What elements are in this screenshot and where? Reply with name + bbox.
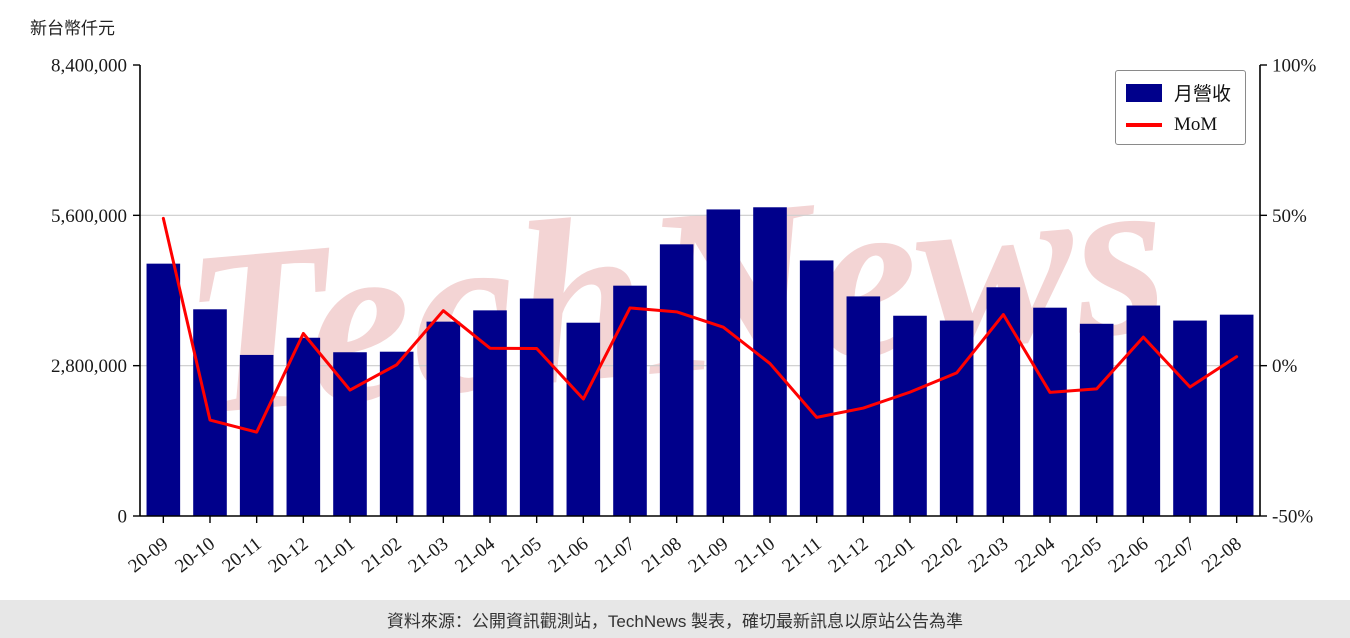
bar-21-09: [706, 209, 741, 517]
x-tick-label: 21-03: [405, 533, 453, 577]
x-tick-label: 22-08: [1198, 533, 1246, 577]
x-tick-label: 21-10: [731, 533, 779, 577]
bar-21-01: [333, 352, 367, 516]
bar-21-07: [613, 285, 647, 516]
x-tick-label: 22-05: [1058, 533, 1106, 577]
x-tick-label: 21-08: [638, 533, 686, 577]
x-tick-label: 21-05: [498, 533, 546, 577]
legend-label-mom: MoM: [1173, 114, 1218, 135]
legend-label-revenue: 月營收: [1173, 84, 1231, 105]
bar-22-07: [1173, 320, 1207, 516]
right-tick-label: 0%: [1272, 356, 1298, 377]
x-tick-label: 22-06: [1105, 533, 1153, 577]
bar-22-05: [1079, 323, 1114, 516]
x-tick-label: 22-07: [1151, 533, 1199, 577]
bar-swatch: [1125, 83, 1162, 102]
x-tick-label: 21-07: [591, 533, 639, 577]
left-tick-label: 5,600,000: [51, 206, 127, 227]
left-tick-label: 2,800,000: [51, 356, 127, 377]
x-tick-label: 22-03: [965, 533, 1013, 577]
bar-22-06: [1126, 305, 1161, 516]
x-tick-label: 21-04: [451, 533, 499, 577]
bar-22-04: [1033, 307, 1067, 516]
footer-text: 資料來源：公開資訊觀測站，TechNews 製表，確切最新訊息以原站公告為準: [386, 611, 964, 631]
x-tick-label: 22-04: [1011, 533, 1059, 577]
legend-item-mom: MoM: [1125, 114, 1231, 136]
line-swatch: [1125, 123, 1162, 127]
x-tick-label: 22-02: [918, 533, 966, 577]
bar-21-04: [473, 310, 507, 516]
bar-21-08: [659, 244, 694, 517]
bar-21-12: [846, 296, 881, 516]
mom-line: [161, 216, 1239, 434]
x-tick-label: 22-01: [871, 533, 919, 577]
bar-21-02: [379, 351, 414, 516]
x-tick-label: 20-10: [171, 533, 219, 577]
bar-21-06: [566, 322, 601, 516]
footer: 資料來源：公開資訊觀測站，TechNews 製表，確切最新訊息以原站公告為準: [0, 600, 1350, 638]
right-tick-label: -50%: [1272, 507, 1313, 528]
left-tick-label: 8,400,000: [51, 56, 127, 77]
bar-20-12: [286, 337, 321, 516]
left-axis-title: 新台幣仟元: [30, 19, 115, 38]
bar-21-03: [426, 321, 461, 516]
bar-20-09: [146, 263, 181, 516]
bar-21-05: [519, 298, 554, 516]
x-tick-label: 21-11: [778, 533, 825, 576]
bar-20-10: [193, 309, 227, 516]
right-tick-label: 100%: [1272, 56, 1317, 77]
revenue-mom-chart: 0 2,800,000 5,600,000 8,400,000 -50% 0% 50% 100…: [51, 56, 1317, 578]
bar-22-08: [1219, 314, 1254, 516]
bar-22-02: [939, 320, 974, 516]
bar-21-10: [753, 207, 787, 516]
x-tick-label: 20-09: [125, 533, 173, 577]
legend: 月營收 MoM: [1114, 70, 1246, 145]
x-tick-label: 21-02: [358, 533, 406, 577]
left-tick-label: 0: [118, 507, 128, 528]
x-tick-label: 21-01: [311, 533, 359, 577]
x-tick-label: 21-06: [545, 533, 593, 577]
x-tick-label: 20-11: [218, 533, 265, 576]
bar-22-01: [893, 315, 927, 516]
bar-22-03: [986, 287, 1021, 516]
legend-item-revenue: 月營收: [1125, 79, 1231, 106]
x-tick-label: 20-12: [265, 533, 313, 577]
bar-21-11: [799, 260, 834, 516]
bar-20-11: [239, 354, 274, 516]
x-tick-label: 21-12: [825, 533, 873, 577]
x-tick-label: 21-09: [685, 533, 733, 577]
right-tick-label: 50%: [1272, 206, 1307, 227]
